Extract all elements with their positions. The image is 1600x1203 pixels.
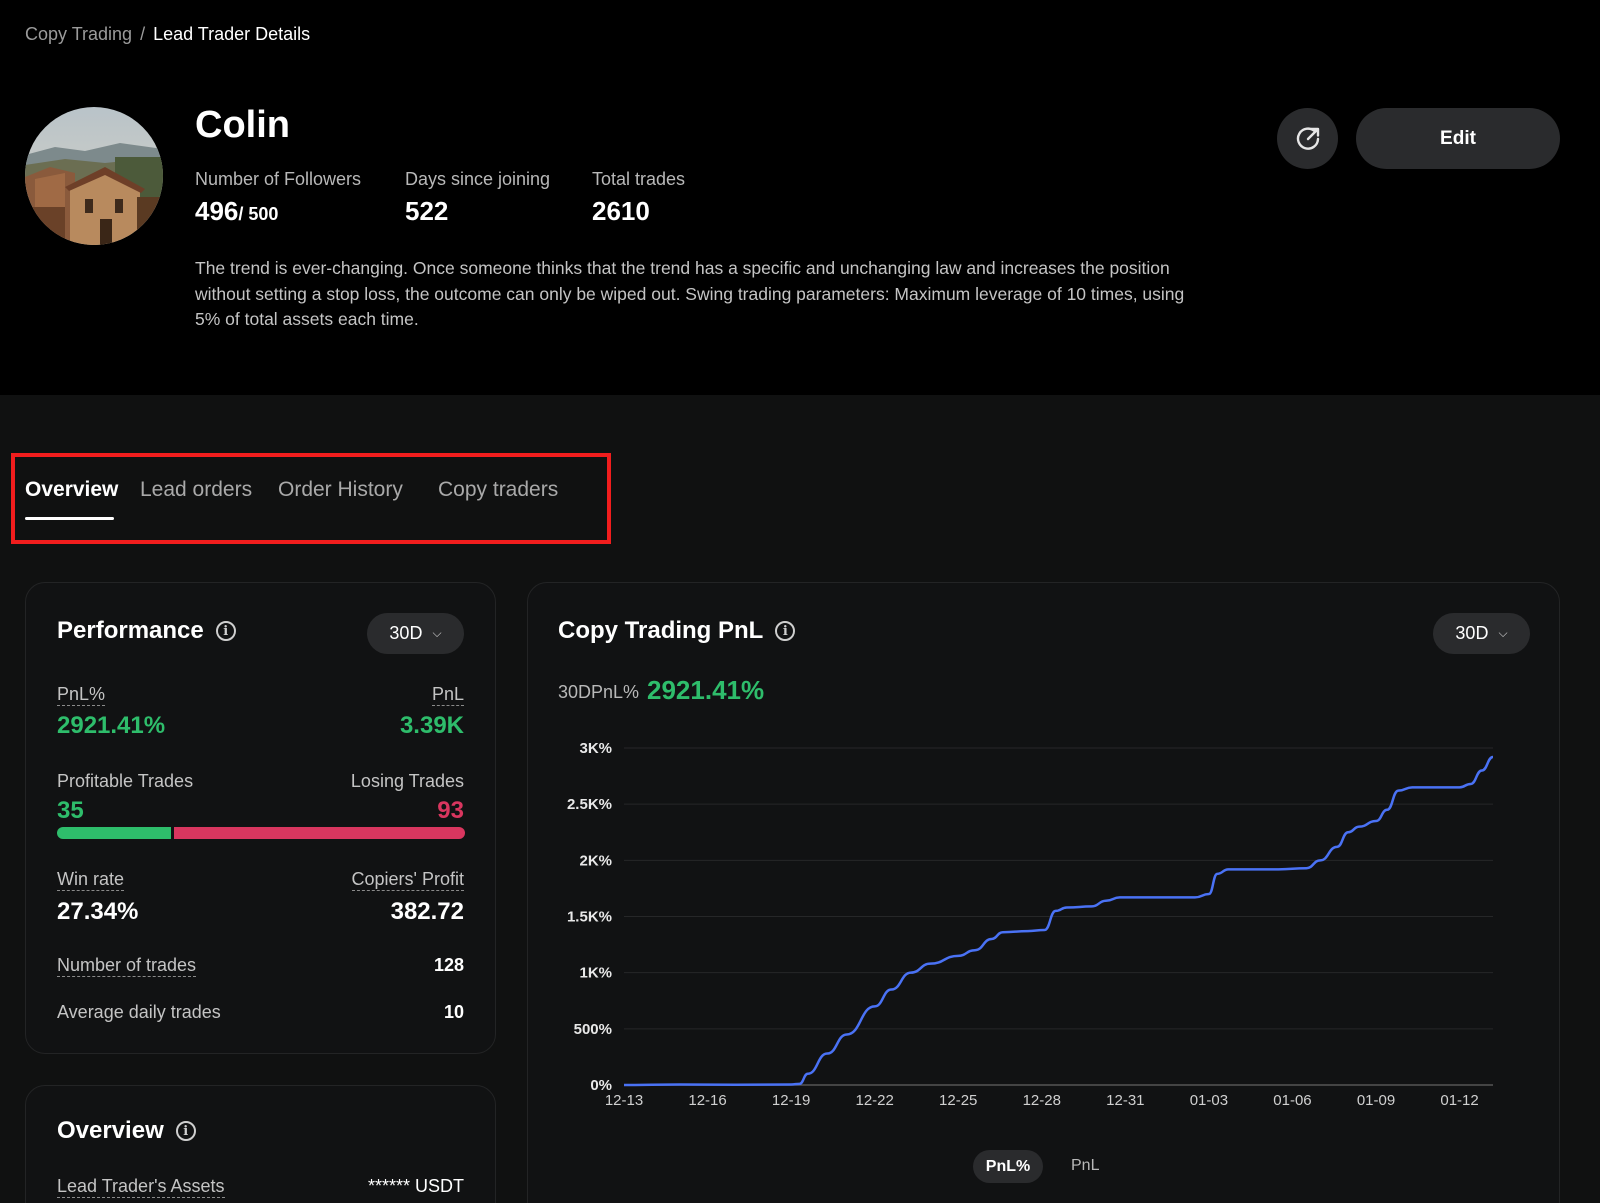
x-tick-label: 12-31 — [1106, 1092, 1144, 1109]
pnl-chart-card — [527, 582, 1560, 1203]
pnl-value: 3.39K — [399, 712, 464, 739]
x-tick-label: 01-12 — [1440, 1092, 1478, 1109]
tab-overview[interactable]: Overview — [25, 478, 119, 501]
trader-name: Colin — [195, 104, 290, 146]
pnl-summary-value: 2921.41% — [647, 675, 765, 705]
followers-label: Number of Followers — [195, 169, 362, 189]
chevron-down-icon: ⌵ — [1498, 626, 1508, 640]
pnl-chart-title: Copy Trading PnL i — [558, 617, 796, 645]
breadcrumb-parent[interactable]: Copy Trading — [25, 24, 133, 44]
number-of-trades-value: 128 — [433, 955, 464, 975]
active-tab-indicator — [25, 517, 114, 520]
tab-lead-orders[interactable]: Lead orders — [140, 478, 253, 501]
chevron-down-icon: ⌵ — [432, 626, 442, 640]
losing-trades-label: Losing Trades — [350, 771, 464, 791]
edit-button[interactable]: Edit — [1356, 108, 1560, 169]
y-tick-label: 2K% — [579, 852, 612, 869]
x-tick-label: 01-06 — [1273, 1092, 1311, 1109]
share-button[interactable] — [1277, 108, 1338, 169]
lead-trader-assets-label[interactable]: Lead Trader's Assets — [57, 1176, 225, 1198]
y-tick-label: 1K% — [579, 965, 612, 982]
tab-copy-traders[interactable]: Copy traders — [438, 478, 559, 501]
info-icon[interactable]: i — [175, 1121, 196, 1141]
breadcrumb: Copy Trading / Lead Trader Details — [25, 24, 310, 45]
days-label: Days since joining — [405, 169, 551, 189]
x-tick-label: 12-28 — [1023, 1092, 1061, 1109]
y-tick-label: 1.5K% — [567, 909, 612, 926]
win-rate-label[interactable]: Win rate — [57, 869, 125, 891]
pnl-pct-value: 2921.41% — [57, 712, 166, 739]
series-line — [623, 755, 1494, 1087]
followers-max: / 500 — [238, 204, 279, 224]
overview-card — [25, 1085, 496, 1203]
total-trades-label: Total trades — [592, 169, 686, 189]
avatar — [25, 107, 163, 245]
pnl-line-chart: 0% 500% 1K% 1.5K% 2K% 2.5K% 3K% 12-13 12-16 12-19… — [567, 740, 1494, 1109]
x-tick-label: 12-16 — [688, 1092, 726, 1109]
total-trades-value: 2610 — [592, 196, 650, 226]
y-tick-label: 0% — [590, 1077, 612, 1094]
profitable-ratio-bar — [57, 827, 171, 839]
followers-count: 496 — [195, 196, 239, 226]
overview-title: Overview i — [57, 1117, 196, 1145]
y-tick-label: 2.5K% — [567, 796, 612, 813]
x-tick-label: 12-13 — [605, 1092, 643, 1109]
profitable-trades-value: 35 — [57, 797, 84, 824]
pnl-pct-label[interactable]: PnL% — [57, 684, 106, 706]
copiers-profit-label[interactable]: Copiers' Profit — [351, 869, 464, 891]
x-tick-label: 12-19 — [772, 1092, 810, 1109]
number-of-trades-label[interactable]: Number of trades — [57, 955, 197, 977]
y-tick-label: 3K% — [579, 740, 612, 757]
trader-bio: The trend is ever-changing. Once someone… — [195, 258, 1185, 329]
avatar-image — [25, 107, 163, 245]
legend-pnl-pct[interactable]: PnL% — [973, 1150, 1043, 1183]
days-value: 522 — [405, 196, 449, 226]
lead-trader-assets-value: ****** USDT — [367, 1176, 464, 1196]
performance-card — [25, 582, 496, 1054]
x-tick-label: 01-09 — [1357, 1092, 1395, 1109]
performance-period-select[interactable]: 30D ⌵ — [367, 613, 464, 654]
share-icon — [1296, 126, 1319, 150]
overview-title-text: Overview — [57, 1117, 164, 1144]
pnl-chart-title-text: Copy Trading PnL — [558, 617, 764, 644]
pnl-label[interactable]: PnL — [431, 684, 464, 706]
pnl-summary-label: 30DPnL% — [558, 682, 640, 702]
tab-order-history[interactable]: Order History — [278, 478, 403, 501]
trader-header — [0, 0, 1600, 395]
x-tick-label: 12-22 — [855, 1092, 893, 1109]
avg-daily-trades-value: 10 — [443, 1002, 464, 1022]
avg-daily-trades-label: Average daily trades — [57, 1002, 221, 1022]
legend-pnl[interactable]: PnL — [1071, 1157, 1100, 1174]
followers-value: 496/ 500 — [195, 196, 361, 227]
pnl-chart-period-value: 30D — [1455, 623, 1489, 643]
performance-period-value: 30D — [389, 623, 423, 643]
days-stat: Days since joining 522 — [405, 169, 550, 227]
info-icon[interactable]: i — [215, 621, 236, 641]
total-trades-stat: Total trades 2610 — [592, 169, 685, 227]
followers-stat: Number of Followers 496/ 500 — [195, 169, 361, 227]
pnl-chart-period-select[interactable]: 30D ⌵ — [1433, 613, 1530, 654]
breadcrumb-current: Lead Trader Details — [153, 24, 311, 44]
losing-trades-value: 93 — [437, 797, 464, 824]
copiers-profit-value: 382.72 — [390, 898, 464, 925]
tabs-highlight-box — [11, 453, 611, 544]
losing-ratio-bar — [174, 827, 465, 839]
win-rate-value: 27.34% — [57, 898, 139, 925]
performance-title: Performance i — [57, 617, 236, 645]
info-icon[interactable]: i — [775, 621, 796, 641]
breadcrumb-separator: / — [140, 24, 146, 44]
y-tick-label: 500% — [574, 1021, 612, 1038]
profitable-trades-label: Profitable Trades — [57, 771, 194, 791]
performance-title-text: Performance — [57, 617, 204, 644]
x-tick-label: 12-25 — [939, 1092, 977, 1109]
x-tick-label: 01-03 — [1190, 1092, 1228, 1109]
